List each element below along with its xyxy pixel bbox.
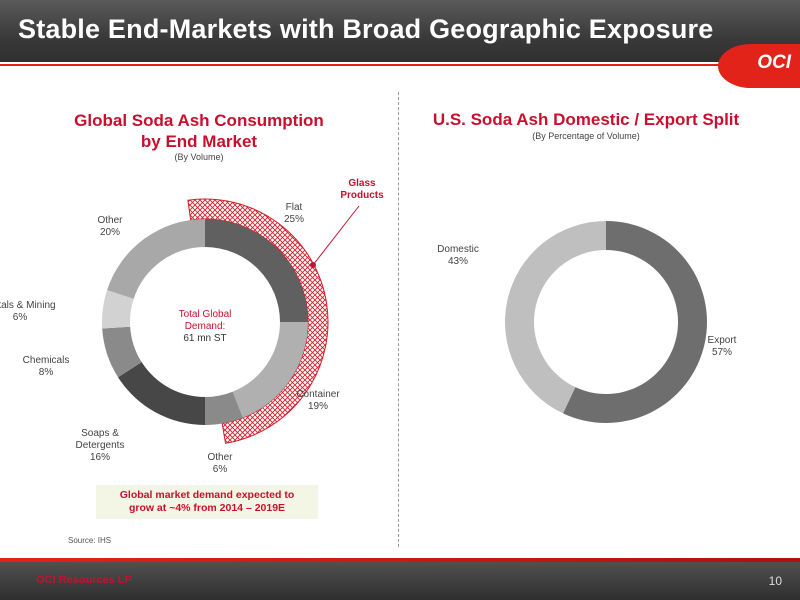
- label-soaps-detergents-3: Soaps & Detergents 16%: [76, 428, 125, 464]
- label-flat-0: Flat 25%: [284, 202, 304, 226]
- slice-chemicals-4: [102, 326, 142, 378]
- category-name: Other: [97, 215, 123, 226]
- slice-other-6: [107, 219, 205, 299]
- label-other-2: Other 6%: [207, 452, 232, 476]
- logo-badge: [718, 44, 800, 88]
- slice-metals-mining-5: [102, 290, 134, 329]
- header-bar: [0, 0, 800, 62]
- label-other-6: Other 20%: [97, 215, 122, 239]
- category-name: Chemicals: [22, 355, 70, 366]
- right-chart-title: U.S. Soda Ash Domestic / Export Split: [432, 110, 740, 129]
- footer-bar: [0, 562, 800, 600]
- total-demand-label: Total Global Demand: 61 mn ST: [160, 309, 250, 345]
- footer-divider: [0, 558, 800, 562]
- glass-label-line2: Products: [340, 190, 384, 201]
- glass-label-line1: Glass: [348, 178, 376, 189]
- callout-line1: Global market demand expected to: [119, 489, 295, 501]
- slice-other-2: [205, 391, 243, 425]
- left-chart-subtitle: (By Volume): [174, 152, 224, 162]
- left-title-line2: by End Market: [140, 132, 258, 151]
- category-percent: 43%: [447, 256, 468, 267]
- category-percent: 20%: [99, 227, 121, 238]
- category-name: Container: [296, 389, 340, 400]
- category-percent: 19%: [307, 401, 329, 412]
- category-name: Detergents: [75, 440, 125, 451]
- glass-products-label: Glass Products: [330, 178, 394, 202]
- category-name: Export: [707, 335, 737, 346]
- glass-callout-dot: [310, 262, 316, 268]
- source-note: Source: IHS: [68, 536, 112, 545]
- section-divider: [398, 92, 399, 547]
- category-percent: 8%: [38, 367, 54, 378]
- slice-container-1: [232, 322, 308, 418]
- growth-callout: Global market demand expected to grow at…: [96, 485, 318, 519]
- slice-soaps-detergents-3: [118, 362, 205, 425]
- label-chemicals-4: Chemicals 8%: [23, 355, 70, 379]
- category-name: Soaps &: [81, 428, 119, 439]
- slice-domestic-1: [504, 221, 606, 414]
- total-demand-line2: Demand:: [184, 321, 226, 332]
- category-percent: 16%: [89, 452, 111, 463]
- left-chart-title: Global Soda Ash Consumption by End Marke…: [40, 110, 358, 152]
- label-container-1: Container 19%: [296, 389, 339, 413]
- category-name: Other: [207, 452, 233, 463]
- label-export-0: Export 57%: [708, 335, 737, 359]
- footer-company-name: OCI Resources LP: [36, 574, 132, 586]
- total-demand-value: 61 mn ST: [183, 333, 227, 344]
- left-title-line1: Global Soda Ash Consumption: [74, 111, 324, 130]
- glass-callout-leader: [312, 205, 360, 266]
- page-number: 10: [768, 574, 782, 588]
- slice-export-0: [562, 221, 707, 424]
- category-name: Flat: [285, 202, 303, 213]
- category-percent: 25%: [283, 214, 305, 225]
- label-domestic-1: Domestic 43%: [437, 244, 479, 268]
- right-chart-subtitle: (By Percentage of Volume): [532, 131, 640, 141]
- slice-flat-0: [205, 219, 308, 322]
- category-name: Domestic: [437, 244, 479, 255]
- domestic-export-donut: [504, 221, 707, 424]
- page-title: Stable End-Markets with Broad Geographic…: [18, 14, 714, 44]
- category-percent: 6%: [212, 464, 228, 475]
- header-divider: [0, 64, 720, 66]
- category-name: Metals & Mining: [0, 300, 56, 311]
- callout-line2: grow at ~4% from 2014 – 2019E: [128, 502, 286, 514]
- end-market-donut: [102, 219, 308, 425]
- total-demand-line1: Total Global: [178, 309, 232, 320]
- oci-logo: OCI: [757, 52, 791, 73]
- category-percent: 57%: [711, 347, 732, 358]
- category-percent: 6%: [12, 312, 28, 323]
